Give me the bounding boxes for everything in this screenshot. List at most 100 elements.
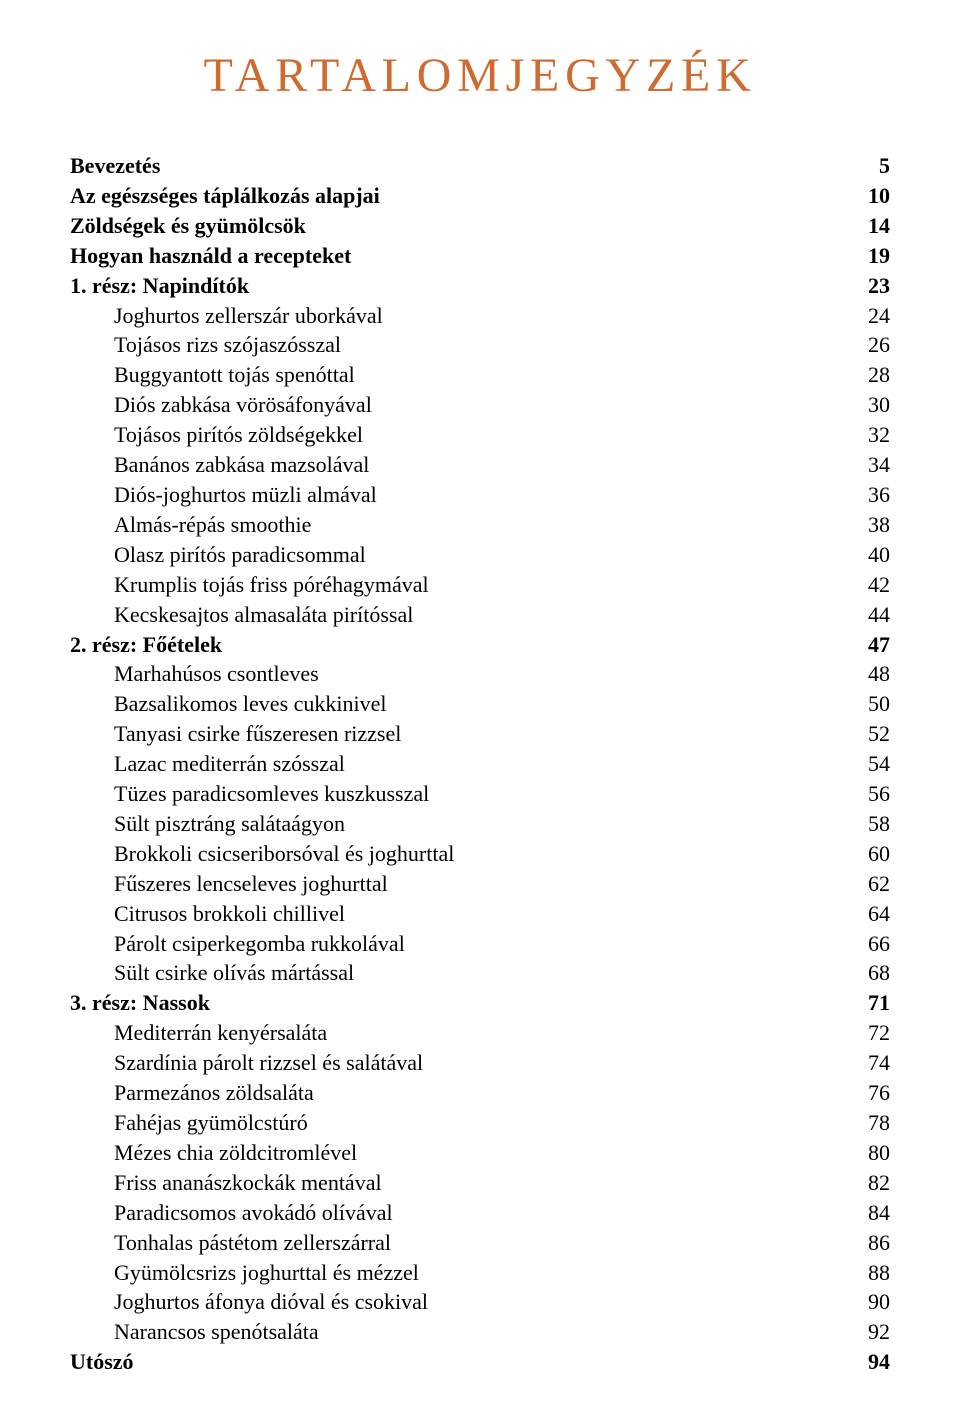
- toc-label: 1. rész: Napindítók: [70, 271, 249, 301]
- toc-page-number: 50: [864, 689, 890, 719]
- toc-page-number: 90: [864, 1287, 890, 1317]
- toc-label: Banános zabkása mazsolával: [114, 450, 369, 480]
- toc-row: Almás-répás smoothie 38: [70, 510, 890, 540]
- toc-page-number: 64: [864, 899, 890, 929]
- toc-label: Narancsos spenótsaláta: [114, 1317, 319, 1347]
- toc-label: Mézes chia zöldcitromlével: [114, 1138, 357, 1168]
- toc-page-number: 66: [864, 929, 890, 959]
- toc-label: Brokkoli csicseriborsóval és joghurttal: [114, 839, 454, 869]
- toc-row: Mézes chia zöldcitromlével 80: [70, 1138, 890, 1168]
- toc-page-number: 32: [864, 420, 890, 450]
- toc-page-number: 14: [864, 211, 890, 241]
- toc-page-number: 84: [864, 1198, 890, 1228]
- toc-row: Szardínia párolt rizzsel és salátával74: [70, 1048, 890, 1078]
- toc-row: Gyümölcsrizs joghurttal és mézzel88: [70, 1258, 890, 1288]
- toc-label: Krumplis tojás friss póréhagymával: [114, 570, 429, 600]
- toc-label: Tonhalas pástétom zellerszárral: [114, 1228, 391, 1258]
- toc-page-number: 58: [864, 809, 890, 839]
- toc-row: Joghurtos áfonya dióval és csokival 90: [70, 1287, 890, 1317]
- toc-page-number: 5: [875, 151, 890, 181]
- toc-row: Lazac mediterrán szósszal 54: [70, 749, 890, 779]
- toc-label: Paradicsomos avokádó olívával: [114, 1198, 393, 1228]
- toc-row: Mediterrán kenyérsaláta72: [70, 1018, 890, 1048]
- toc-row: Fahéjas gyümölcstúró78: [70, 1108, 890, 1138]
- toc-page-number: 30: [864, 390, 890, 420]
- toc-page-number: 54: [864, 749, 890, 779]
- toc-row: Sült csirke olívás mártással 68: [70, 958, 890, 988]
- toc-row: Parmezános zöldsaláta76: [70, 1078, 890, 1108]
- toc-label: Szardínia párolt rizzsel és salátával: [114, 1048, 423, 1078]
- toc-page-number: 40: [864, 540, 890, 570]
- toc-page-number: 56: [864, 779, 890, 809]
- toc-label: Sült csirke olívás mártással: [114, 958, 354, 988]
- toc-row: Bazsalikomos leves cukkinivel50: [70, 689, 890, 719]
- toc-row: Bevezetés 5: [70, 151, 890, 181]
- toc-label: Bevezetés: [70, 151, 160, 181]
- toc-row: Friss ananászkockák mentával 82: [70, 1168, 890, 1198]
- toc-row: Citrusos brokkoli chillivel64: [70, 899, 890, 929]
- toc-label: 3. rész: Nassok: [70, 988, 210, 1018]
- toc-row: Diós-joghurtos müzli almával36: [70, 480, 890, 510]
- toc-label: Diós-joghurtos müzli almával: [114, 480, 377, 510]
- toc-page-number: 10: [864, 181, 890, 211]
- toc-row: Sült pisztráng salátaágyon 58: [70, 809, 890, 839]
- toc-page-number: 19: [864, 241, 890, 271]
- toc-row: Tojásos rizs szójaszósszal 26: [70, 330, 890, 360]
- toc-row: Tanyasi csirke fűszeresen rizzsel 52: [70, 719, 890, 749]
- toc-page-number: 34: [864, 450, 890, 480]
- toc-page-number: 42: [864, 570, 890, 600]
- toc-row: Fűszeres lencseleves joghurttal62: [70, 869, 890, 899]
- toc-label: Almás-répás smoothie: [114, 510, 311, 540]
- toc-row: Zöldségek és gyümölcsök 14: [70, 211, 890, 241]
- table-of-contents: Bevezetés5Az egészséges táplálkozás alap…: [70, 151, 890, 1377]
- toc-label: Buggyantott tojás spenóttal: [114, 360, 355, 390]
- toc-label: Sült pisztráng salátaágyon: [114, 809, 345, 839]
- toc-page-number: 52: [864, 719, 890, 749]
- toc-label: Joghurtos zellerszár uborkával: [114, 301, 383, 331]
- toc-row: Diós zabkása vörösáfonyával30: [70, 390, 890, 420]
- toc-page-number: 60: [864, 839, 890, 869]
- toc-row: Krumplis tojás friss póréhagymával 42: [70, 570, 890, 600]
- toc-page-number: 71: [864, 988, 890, 1018]
- toc-row: Marhahúsos csontleves 48: [70, 659, 890, 689]
- toc-row: Paradicsomos avokádó olívával 84: [70, 1198, 890, 1228]
- toc-page-number: 80: [864, 1138, 890, 1168]
- toc-label: Friss ananászkockák mentával: [114, 1168, 382, 1198]
- page-title: TARTALOMJEGYZÉK: [70, 48, 890, 103]
- toc-row: 1. rész: Napindítók23: [70, 271, 890, 301]
- toc-row: Utószó94: [70, 1347, 890, 1377]
- toc-page-number: 82: [864, 1168, 890, 1198]
- toc-page-number: 88: [864, 1258, 890, 1288]
- toc-label: Az egészséges táplálkozás alapjai: [70, 181, 380, 211]
- toc-label: Párolt csiperkegomba rukkolával: [114, 929, 405, 959]
- toc-row: Buggyantott tojás spenóttal 28: [70, 360, 890, 390]
- toc-page-number: 62: [864, 869, 890, 899]
- toc-page-number: 44: [864, 600, 890, 630]
- toc-row: Párolt csiperkegomba rukkolával 66: [70, 929, 890, 959]
- toc-row: Hogyan használd a recepteket19: [70, 241, 890, 271]
- toc-page-number: 38: [864, 510, 890, 540]
- toc-row: 2. rész: Főételek47: [70, 630, 890, 660]
- toc-label: Kecskesajtos almasaláta pirítóssal: [114, 600, 413, 630]
- toc-page-number: 78: [864, 1108, 890, 1138]
- toc-page-number: 24: [864, 301, 890, 331]
- toc-page-number: 48: [864, 659, 890, 689]
- toc-label: Tojásos pirítós zöldségekkel: [114, 420, 363, 450]
- toc-label: Tojásos rizs szójaszósszal: [114, 330, 341, 360]
- toc-label: Marhahúsos csontleves: [114, 659, 319, 689]
- toc-label: Mediterrán kenyérsaláta: [114, 1018, 327, 1048]
- toc-row: Tonhalas pástétom zellerszárral86: [70, 1228, 890, 1258]
- toc-label: Lazac mediterrán szósszal: [114, 749, 345, 779]
- toc-label: Zöldségek és gyümölcsök: [70, 211, 306, 241]
- toc-row: Tojásos pirítós zöldségekkel 32: [70, 420, 890, 450]
- toc-page-number: 68: [864, 958, 890, 988]
- toc-page-number: 47: [864, 630, 890, 660]
- toc-row: Tüzes paradicsomleves kuszkusszal56: [70, 779, 890, 809]
- toc-label: Tanyasi csirke fűszeresen rizzsel: [114, 719, 401, 749]
- toc-page-number: 28: [864, 360, 890, 390]
- toc-row: Brokkoli csicseriborsóval és joghurttal 6…: [70, 839, 890, 869]
- toc-label: Joghurtos áfonya dióval és csokival: [114, 1287, 428, 1317]
- toc-row: Narancsos spenótsaláta92: [70, 1317, 890, 1347]
- toc-row: Az egészséges táplálkozás alapjai 10: [70, 181, 890, 211]
- toc-page-number: 26: [864, 330, 890, 360]
